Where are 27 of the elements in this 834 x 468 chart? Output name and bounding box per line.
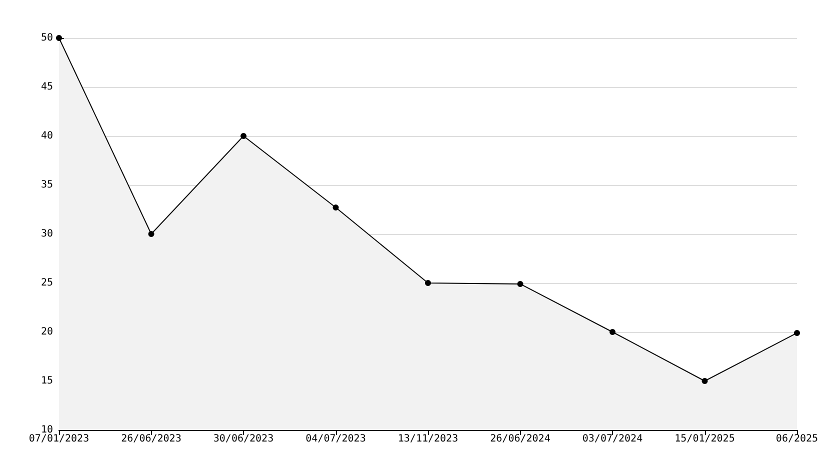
y-tick-label: 25	[40, 278, 53, 288]
y-tick-label: 15	[40, 376, 53, 386]
x-tick-label: 03/07/2024	[582, 434, 643, 444]
y-tick-label: 30	[40, 228, 53, 240]
point	[517, 280, 524, 287]
x-tick-label: 06/2025	[776, 434, 818, 444]
point	[610, 329, 616, 335]
y-tick-label: 20	[40, 326, 53, 338]
x-tick-label: 26/06/2023	[121, 434, 182, 444]
y-tick-label: 10	[40, 424, 53, 436]
point	[56, 35, 62, 41]
point	[332, 204, 339, 211]
y-tick-label: 35	[40, 180, 53, 190]
point	[794, 330, 800, 336]
y-tick-label: 40	[40, 130, 53, 142]
x-tick-label: 04/07/2023	[306, 434, 366, 444]
x-tick-label: 15/01/2025	[674, 434, 735, 444]
x-tick-label: 30/06/2023	[213, 434, 274, 444]
x-tick-label: 07/01/2023	[28, 434, 90, 444]
y-tick-label: 50	[40, 32, 53, 44]
y-tick-label: 45	[40, 82, 53, 92]
point	[702, 378, 708, 384]
x-tick-label: 26/06/2024	[490, 434, 550, 444]
point	[148, 231, 154, 237]
x-tick-label: 13/11/2023	[398, 434, 458, 444]
point	[425, 280, 431, 286]
point	[240, 133, 246, 139]
